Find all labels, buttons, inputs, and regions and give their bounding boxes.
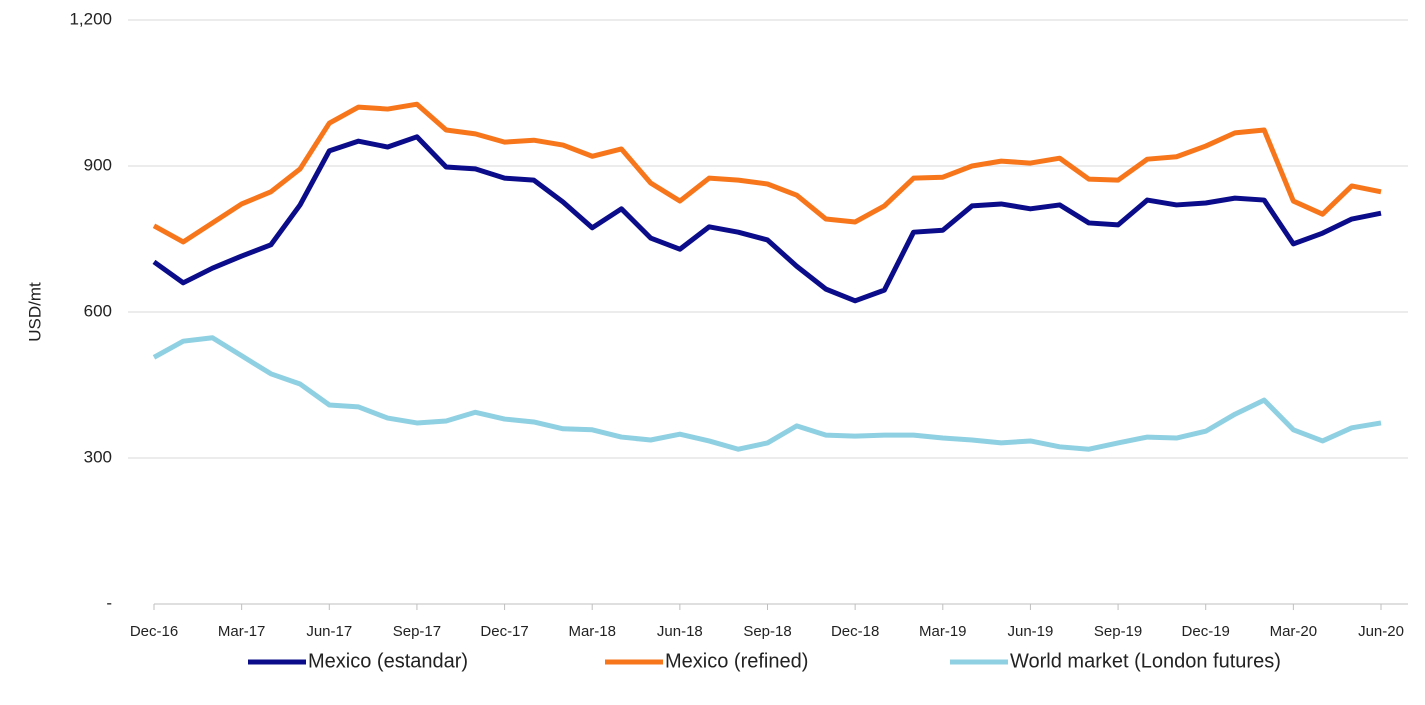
- x-tick-label: Mar-19: [919, 623, 967, 640]
- x-tick-label: Dec-16: [130, 623, 178, 640]
- x-tick-label: Dec-18: [831, 623, 879, 640]
- x-tick-label: Sep-18: [743, 623, 791, 640]
- series-line: [152, 101, 1382, 245]
- y-tick-label: 900: [84, 155, 112, 174]
- series-line: [152, 335, 1382, 452]
- legend-label: Mexico (refined): [665, 650, 808, 672]
- y-tick-label: 1,200: [69, 9, 112, 28]
- x-tick-label: Mar-20: [1270, 623, 1318, 640]
- y-axis-label: USD/mt: [25, 282, 44, 342]
- x-tick-label: Sep-19: [1094, 623, 1142, 640]
- y-tick-label: 600: [84, 301, 112, 320]
- x-tick-label: Jun-18: [657, 623, 703, 640]
- x-tick-label: Jun-19: [1007, 623, 1053, 640]
- x-tick-label: Mar-18: [568, 623, 616, 640]
- y-tick-label: 300: [84, 447, 112, 466]
- y-tick-label: -: [106, 593, 112, 612]
- x-tick-label: Sep-17: [393, 623, 441, 640]
- x-tick-label: Jun-17: [306, 623, 352, 640]
- x-tick-label: Mar-17: [218, 623, 266, 640]
- legend-label: World market (London futures): [1010, 650, 1281, 672]
- x-tick-label: Dec-17: [480, 623, 528, 640]
- series-line: [152, 134, 1382, 304]
- x-tick-label: Jun-20: [1358, 623, 1404, 640]
- legend-label: Mexico (estandar): [308, 650, 468, 672]
- x-tick-label: Dec-19: [1182, 623, 1230, 640]
